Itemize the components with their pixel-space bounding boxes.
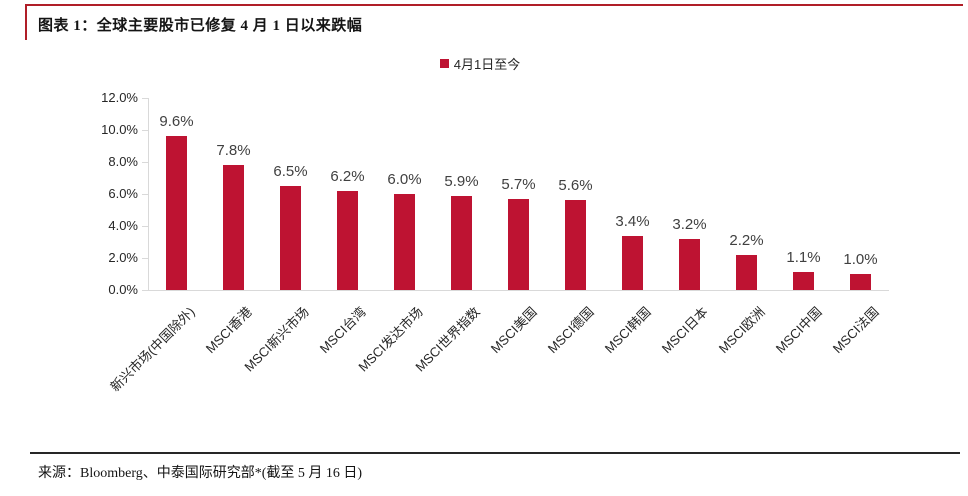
bar bbox=[793, 272, 814, 290]
title-accent-left-line bbox=[25, 4, 27, 40]
bar bbox=[736, 254, 757, 290]
footer-divider-line bbox=[30, 452, 960, 454]
bar bbox=[565, 200, 586, 290]
bar bbox=[337, 190, 358, 290]
bar-value-label: 5.9% bbox=[444, 172, 479, 190]
title-accent-top-line bbox=[25, 4, 963, 6]
bar-value-label: 6.2% bbox=[330, 167, 365, 185]
y-axis-tick-mark bbox=[142, 130, 148, 131]
bar-value-label: 3.2% bbox=[672, 215, 707, 233]
y-axis-tick-mark bbox=[142, 162, 148, 163]
bar bbox=[508, 198, 529, 290]
y-axis-tick-label: 10.0% bbox=[101, 122, 138, 137]
y-axis-tick-label: 12.0% bbox=[101, 90, 138, 105]
y-axis-tick-label: 0.0% bbox=[108, 282, 138, 297]
y-axis-tick-mark bbox=[142, 98, 148, 99]
y-axis-tick-label: 2.0% bbox=[108, 250, 138, 265]
y-axis-tick-label: 6.0% bbox=[108, 186, 138, 201]
bar-value-label: 1.0% bbox=[843, 251, 878, 268]
y-axis-tick-mark bbox=[142, 194, 148, 195]
y-axis-tick-mark bbox=[142, 258, 148, 259]
bar-value-label: 9.6% bbox=[159, 113, 194, 131]
source-note: 来源：Bloomberg、中泰国际研究部*(截至 5 月 16 日) bbox=[38, 466, 363, 481]
y-axis-tick-mark bbox=[142, 290, 148, 291]
bar-value-label: 6.5% bbox=[273, 163, 308, 180]
y-axis-tick-label: 8.0% bbox=[108, 154, 138, 169]
figure-title: 图表 1：全球主要股市已修复 4 月 1 日以来跌幅 bbox=[38, 18, 363, 34]
bar bbox=[679, 238, 700, 290]
bar-value-label: 5.7% bbox=[501, 175, 536, 193]
bar-value-label: 1.1% bbox=[786, 249, 821, 267]
y-axis-line bbox=[148, 98, 149, 290]
bar-value-label: 6.0% bbox=[387, 171, 422, 188]
bar bbox=[850, 274, 871, 290]
legend-series-marker-icon bbox=[439, 58, 449, 68]
bar-value-label: 7.8% bbox=[216, 142, 251, 160]
bar bbox=[166, 136, 187, 290]
x-axis-line bbox=[148, 290, 889, 291]
bar bbox=[394, 194, 415, 290]
bar bbox=[280, 186, 301, 290]
bar-value-label: 3.4% bbox=[615, 212, 650, 230]
y-axis-tick-mark bbox=[142, 226, 148, 227]
bar-value-label: 2.2% bbox=[729, 231, 764, 249]
chart-legend: 4月1日至今 bbox=[0, 54, 960, 73]
legend-series-label: 4月1日至今 bbox=[453, 57, 521, 72]
bar bbox=[622, 235, 643, 290]
bar-value-label: 5.6% bbox=[558, 177, 593, 195]
bar bbox=[451, 195, 472, 290]
y-axis-tick-label: 4.0% bbox=[108, 218, 138, 233]
bar bbox=[223, 165, 244, 290]
